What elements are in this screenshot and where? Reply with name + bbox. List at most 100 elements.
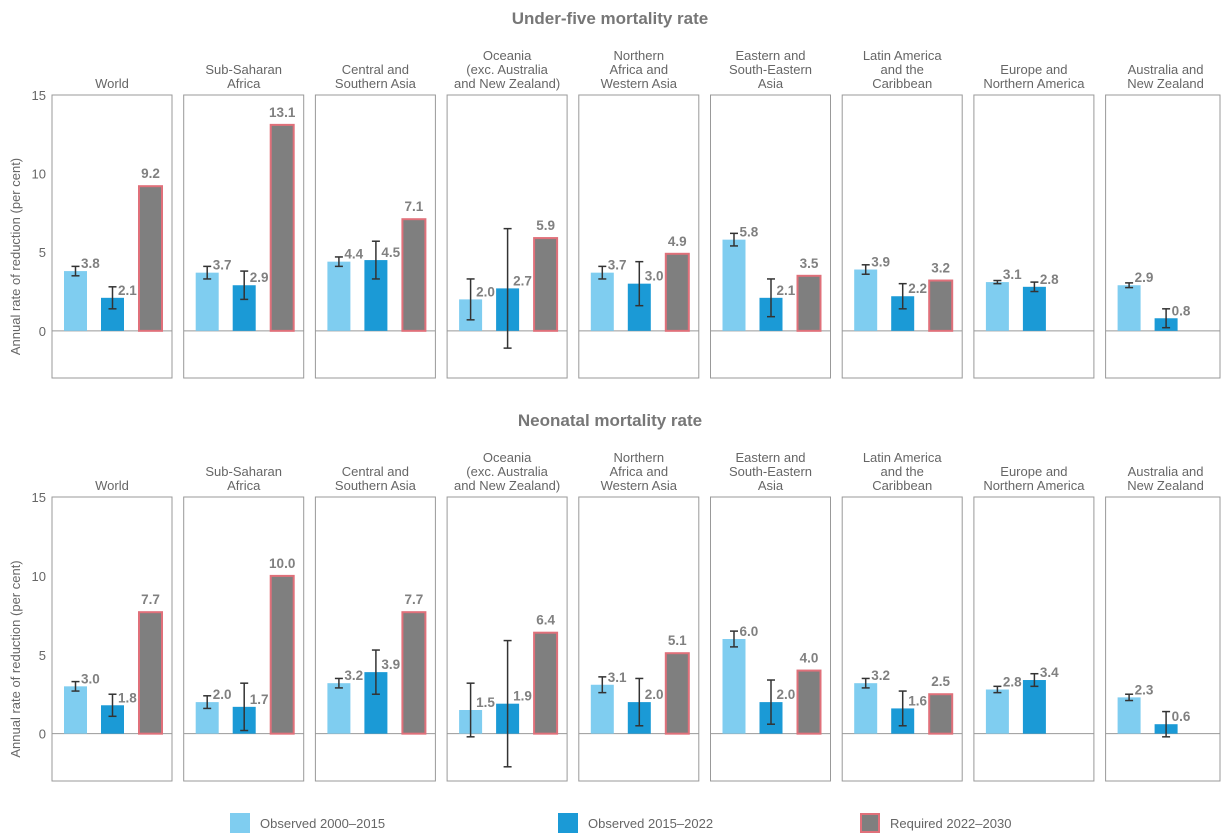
facet-label: New Zealand <box>1127 478 1204 493</box>
value-label: 2.0 <box>777 687 796 702</box>
facet-label: and the <box>881 464 924 479</box>
error-bar <box>730 232 738 247</box>
bar <box>928 279 954 332</box>
value-label: 2.0 <box>213 687 232 702</box>
facet-label: Africa <box>227 478 261 493</box>
value-label: 3.0 <box>81 671 100 686</box>
bar <box>101 705 124 734</box>
value-label: 6.0 <box>740 624 759 639</box>
facet-label: Latin America <box>863 450 943 465</box>
bar <box>232 285 256 331</box>
value-label: 3.2 <box>344 668 363 683</box>
error-bar <box>598 265 607 280</box>
facet-label: Europe and <box>1000 464 1067 479</box>
panel-title: Under-five mortality rate <box>512 9 709 28</box>
error-bar <box>861 677 870 689</box>
facet-label: Northern <box>614 450 665 465</box>
error-bar <box>1125 693 1134 702</box>
facet-frame <box>578 496 700 782</box>
value-label: 4.5 <box>381 245 400 260</box>
error-bar <box>1162 308 1171 329</box>
panel-title: Neonatal mortality rate <box>518 411 702 430</box>
error-bar <box>240 682 249 732</box>
bar <box>590 272 614 331</box>
value-label: 1.6 <box>908 693 927 708</box>
error-bar <box>466 682 475 738</box>
y-axis-label: Annual rate of reduction (per cent) <box>8 158 23 355</box>
facet-frame <box>314 94 436 379</box>
error-bar <box>203 695 212 710</box>
facet-frame <box>710 94 831 379</box>
facet-frame <box>973 496 1095 782</box>
value-label: 13.1 <box>269 105 296 120</box>
facet-label: and the <box>881 62 924 77</box>
value-label: 7.1 <box>405 199 424 214</box>
facet-frame <box>1105 94 1221 379</box>
value-label: 3.4 <box>1040 665 1059 680</box>
facet-frame <box>578 94 700 379</box>
y-tick-label: 15 <box>32 88 46 103</box>
bar <box>364 672 388 734</box>
error-bar <box>730 630 738 648</box>
error-bar <box>503 227 512 349</box>
value-label: 3.2 <box>931 261 950 276</box>
bar <box>327 261 351 331</box>
bar <box>722 239 746 331</box>
value-label: 5.1 <box>668 633 687 648</box>
facet-label: Northern <box>614 48 665 63</box>
value-label: 3.5 <box>800 256 819 271</box>
facet-frame <box>446 496 568 782</box>
value-label: 4.0 <box>800 651 819 666</box>
facet-frame <box>841 94 963 379</box>
bar <box>985 282 1009 331</box>
facet-label: Caribbean <box>872 76 932 91</box>
facet-label: Northern America <box>983 478 1085 493</box>
value-label: 5.9 <box>536 218 555 233</box>
legend-label: Required 2022–2030 <box>890 816 1011 831</box>
bar <box>627 283 651 331</box>
bar <box>854 683 878 734</box>
legend-label: Observed 2000–2015 <box>260 816 385 831</box>
facet-frame <box>446 94 568 379</box>
facet-label: (exc. Australia <box>466 62 548 77</box>
bar <box>64 271 87 331</box>
error-bar <box>1125 282 1134 289</box>
facet-label: World <box>95 76 129 91</box>
value-label: 2.3 <box>1135 682 1154 697</box>
bar <box>664 252 690 332</box>
error-bar <box>71 265 80 277</box>
error-bar <box>898 282 907 310</box>
bar <box>64 686 87 734</box>
facet-frame <box>51 94 173 379</box>
facet-frame <box>183 496 305 782</box>
value-label: 2.0 <box>645 687 664 702</box>
error-bar <box>203 265 212 280</box>
error-bar <box>466 278 475 321</box>
y-axis-label: Annual rate of reduction (per cent) <box>8 560 23 757</box>
value-label: 1.5 <box>476 695 495 710</box>
facet-frame <box>1105 496 1221 782</box>
bar <box>722 639 746 734</box>
value-label: 3.0 <box>645 269 664 284</box>
value-label: 0.8 <box>1172 303 1191 318</box>
value-label: 2.2 <box>908 281 927 296</box>
bar <box>195 702 219 734</box>
error-bar <box>1162 710 1171 738</box>
bar <box>269 574 295 735</box>
bar <box>101 297 124 331</box>
error-bar <box>371 649 380 695</box>
facet-label: Sub-Saharan <box>205 464 282 479</box>
error-bar <box>993 685 1002 694</box>
value-label: 3.9 <box>381 657 400 672</box>
value-label: 2.5 <box>931 674 950 689</box>
facet-frame <box>314 496 436 782</box>
value-label: 3.9 <box>871 255 890 270</box>
value-label: 7.7 <box>141 592 160 607</box>
error-bar <box>108 693 117 718</box>
legend-swatch <box>230 813 250 833</box>
facet-label: Eastern and <box>735 48 805 63</box>
bar <box>533 237 559 332</box>
error-bar <box>861 264 870 275</box>
error-bar <box>635 677 644 727</box>
